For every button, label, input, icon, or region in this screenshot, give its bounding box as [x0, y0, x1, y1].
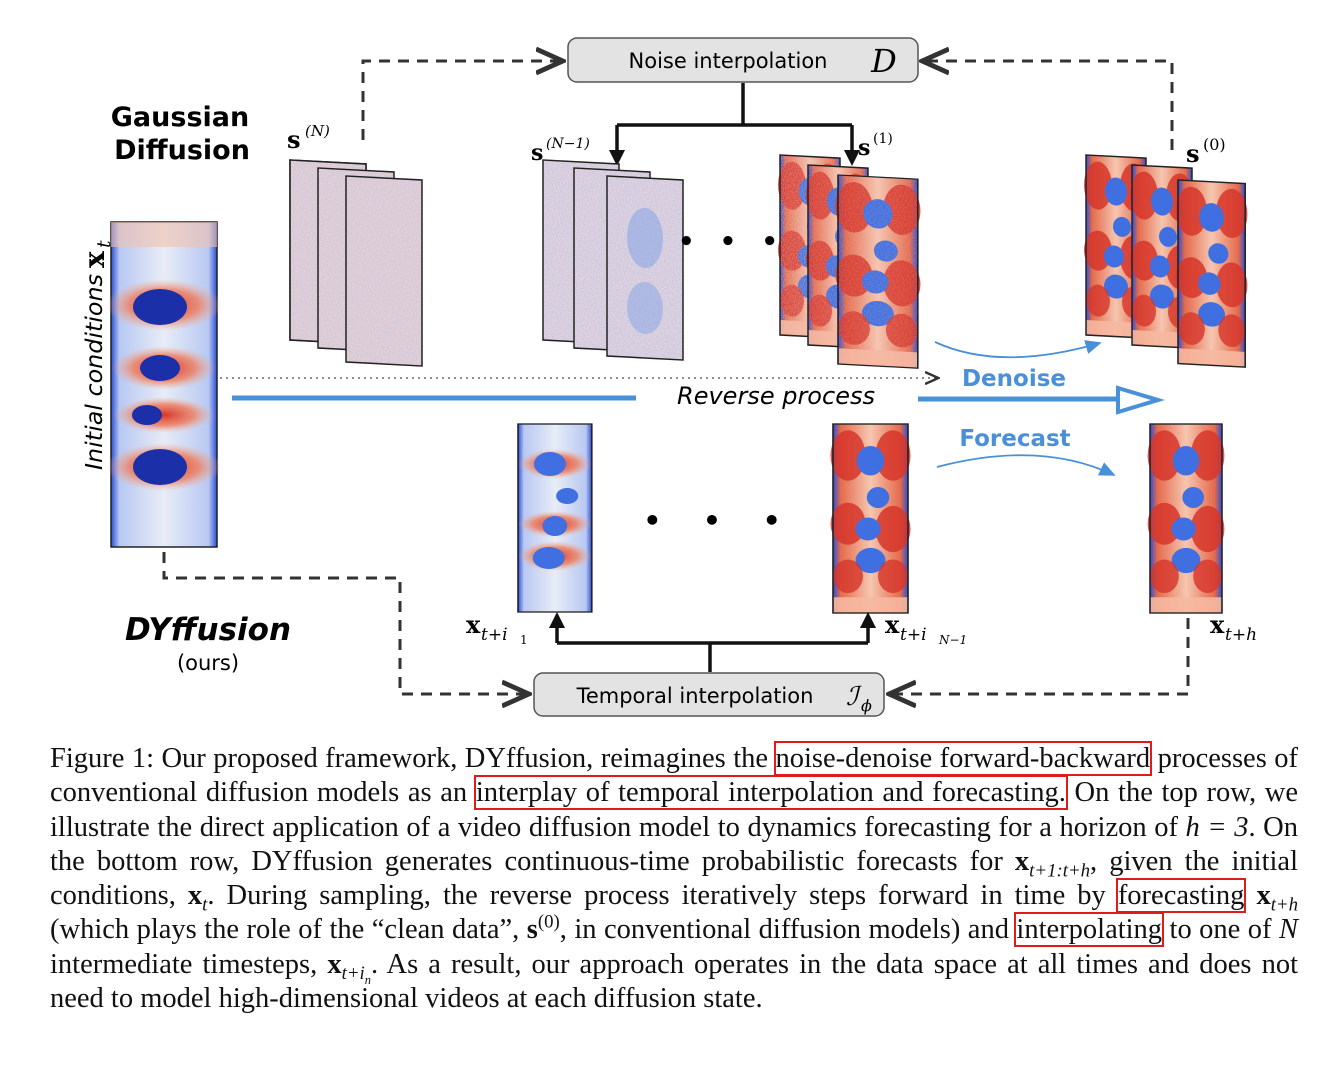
x-t-i1-label: x t+i 1: [466, 610, 528, 647]
caption-part2: processes of conventional diffusion mode…: [50, 743, 1298, 809]
svg-text:t+h: t+h: [1225, 625, 1257, 645]
forecast-panel-x-t-h: [1147, 423, 1225, 614]
caption-N: N: [1279, 914, 1299, 946]
gaussian-label-line1: Gaussian: [111, 102, 249, 133]
noise-interpolation-box: Noise interpolation D: [567, 37, 919, 83]
caption-part11: . As a result, our approach operates in …: [50, 948, 1298, 1015]
noise-branch-arrow: [615, 83, 854, 152]
dashed-connector-bottom-right: [892, 618, 1190, 694]
svg-text:(N−1): (N−1): [546, 136, 590, 152]
svg-text:x: x: [466, 610, 481, 639]
interp-panel-x-t-iN-1: [830, 423, 911, 614]
caption-highlight-noise-denoise: noise-denoise forward-backward: [773, 741, 1153, 776]
svg-text:s: s: [1186, 139, 1200, 168]
caption-highlight-interplay: interplay of temporal interpolation and …: [473, 775, 1068, 811]
framework-diagram: Gaussian Diffusion Noise interpolation D…: [78, 37, 1257, 717]
denoise-label: Denoise: [962, 366, 1066, 392]
reverse-process-arrowhead: [1116, 385, 1165, 415]
caption-highlight-interpolating: interpolating: [1014, 912, 1165, 948]
caption-x-range-sub: t+1:t+h: [1029, 860, 1091, 882]
temporal-branch-arrow: [555, 625, 870, 672]
svg-text:(0): (0): [1203, 135, 1226, 154]
caption-x-tin-subsub: n: [364, 973, 371, 988]
svg-text:(1): (1): [873, 131, 893, 147]
gaussian-label-line2: Diffusion: [114, 135, 250, 166]
caption-x-tin: x: [327, 948, 342, 980]
ellipsis-bottom: • • •: [643, 504, 796, 537]
caption-x-th-sub: t+h: [1270, 894, 1299, 916]
svg-text:Initial conditions: Initial conditions: [82, 274, 108, 470]
dashed-connector-top-left: [361, 61, 560, 140]
caption-s0-sup: (0): [537, 911, 560, 933]
svg-text:t: t: [93, 240, 115, 248]
caption-intro: Figure 1: Our proposed framework, DYffus…: [50, 743, 769, 774]
ours-label: (ours): [177, 651, 239, 675]
denoised-stack-s1: [778, 154, 921, 369]
caption-x-range: x: [1014, 845, 1030, 877]
caption-s0: s: [526, 914, 538, 946]
initial-conditions-panel: [106, 221, 222, 548]
caption-part6: . During sampling, the reverse process i…: [207, 880, 1106, 912]
caption-part9: to one of: [1169, 914, 1272, 946]
forecast-arrow: [936, 454, 1116, 476]
noise-interp-label: Noise interpolation: [629, 49, 828, 73]
caption-part8: , in conventional diffusion models) and: [559, 914, 1009, 946]
clean-stack-s0: [1084, 154, 1248, 368]
svg-text:t+i: t+i: [481, 625, 508, 645]
figure-caption: Figure 1: Our proposed framework, DYffus…: [50, 741, 1299, 1016]
forecast-label: Forecast: [959, 426, 1070, 452]
noise-stack-sN-1: [542, 159, 684, 361]
svg-text:x: x: [78, 251, 111, 268]
s-1-label: s (1): [858, 131, 893, 161]
temporal-interp-subscript: ϕ: [861, 696, 872, 715]
dashed-connector-top-right: [925, 61, 1174, 150]
svg-text:s: s: [531, 140, 543, 166]
s-N-label: s (N): [287, 122, 330, 154]
reverse-process-label: Reverse process: [677, 382, 875, 410]
noise-stack-sN: [289, 159, 423, 367]
svg-text:s: s: [858, 135, 870, 161]
caption-part7: (which plays the role of the “clean data…: [50, 914, 520, 946]
caption-part3: On the top row, we illustrate the direct…: [50, 777, 1299, 843]
x-t-h-label: x t+h: [1210, 610, 1257, 645]
caption-x-th: x: [1256, 880, 1271, 912]
svg-text:x: x: [885, 610, 900, 639]
svg-text:1: 1: [520, 633, 528, 647]
caption-highlight-forecasting: forecasting: [1115, 878, 1247, 914]
caption-part10: intermediate timesteps,: [50, 948, 318, 980]
caption-h-equation: h = 3: [1185, 811, 1249, 843]
svg-text:s: s: [287, 125, 301, 154]
caption-x-tin-sub: t+i: [341, 963, 365, 985]
noise-interp-symbol: D: [870, 42, 897, 80]
svg-text:x: x: [1210, 610, 1225, 639]
caption-x-t-sub: t: [202, 894, 208, 916]
caption-part5: , given the initial conditions,: [50, 845, 1298, 912]
ellipsis-top: • • •: [678, 227, 786, 257]
temporal-interpolation-box: Temporal interpolation ℐ ϕ: [533, 672, 885, 717]
temporal-interp-label: Temporal interpolation: [576, 684, 814, 708]
s-0-label: s (0): [1186, 135, 1226, 168]
denoise-arrow: [934, 340, 1102, 359]
interp-panel-x-t-i1: [517, 423, 593, 613]
x-t-iN-1-label: x t+i N−1: [885, 610, 967, 647]
caption-x-t: x: [187, 880, 203, 912]
s-N-minus-1-label: s (N−1): [531, 136, 590, 166]
caption-part4: . On the bottom row, DYffusion generates…: [50, 811, 1299, 877]
initial-conditions-label: Initial conditions x t: [78, 240, 115, 470]
dashed-connector-bottom-left: [162, 552, 526, 694]
dyffusion-label: DYffusion: [125, 612, 291, 648]
svg-text:t+i: t+i: [900, 625, 927, 645]
svg-text:(N): (N): [305, 122, 330, 140]
temporal-interp-symbol: ℐ: [846, 682, 862, 712]
svg-text:N−1: N−1: [938, 633, 967, 647]
